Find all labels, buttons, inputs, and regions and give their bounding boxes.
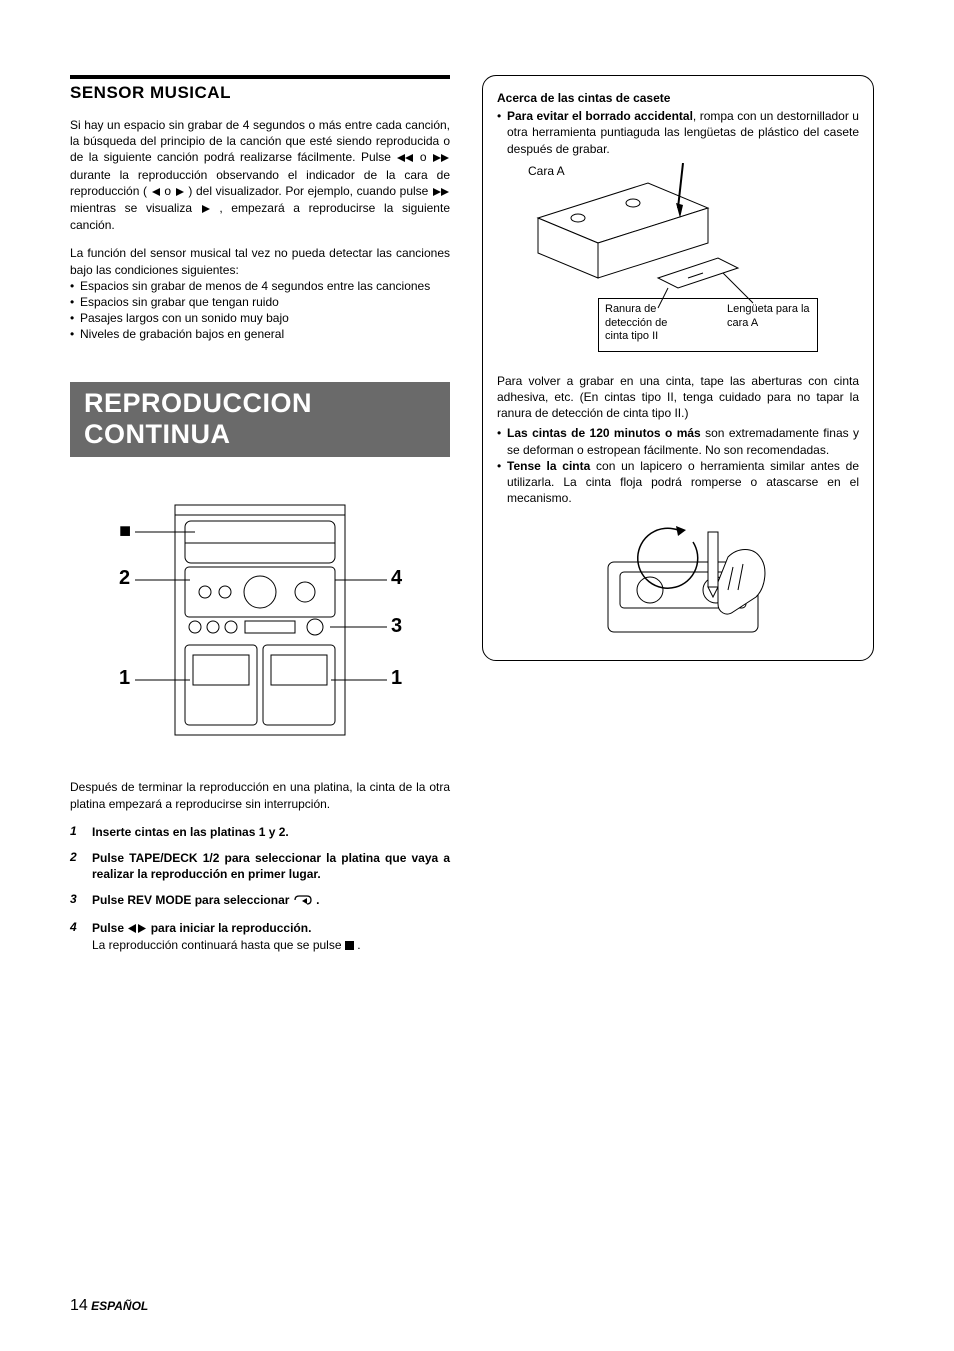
text: mientras se visualiza [70, 201, 201, 215]
stereo-figure: ■ 2 1 4 3 1 [105, 485, 415, 755]
bullet-item: Espacios sin grabar de menos de 4 segund… [70, 278, 450, 294]
play-left-icon [151, 184, 161, 200]
text: La reproducción continuará hasta que se … [92, 938, 345, 952]
bullet-item: Espacios sin grabar que tengan ruido [70, 294, 450, 310]
step-list: 1 Inserte cintas en las platinas 1 y 2. … [70, 824, 450, 954]
step-number: 1 [70, 824, 82, 840]
cara-a-label: Cara A [528, 163, 565, 179]
step-title: Inserte cintas en las platinas 1 y 2. [92, 824, 450, 840]
callout-1-right: 1 [391, 667, 402, 690]
tighten-tape-figure [578, 512, 778, 642]
cassette-figure: Cara A [508, 163, 848, 363]
info-paragraph: Para volver a grabar en una cinta, tape … [497, 373, 859, 422]
info-bullet: Tense la cinta con un lapicero o herrami… [497, 458, 859, 507]
play-both-icon [127, 921, 147, 937]
step-title: Pulse TAPE/DECK 1/2 para seleccionar la … [92, 850, 450, 882]
rewind-icon [396, 150, 414, 166]
text-bold: Las cintas de 120 minutos o más [507, 426, 701, 440]
cassette-info-box: Acerca de las cintas de casete Para evit… [482, 75, 874, 661]
sensor-paragraph-1: Si hay un espacio sin grabar de 4 segund… [70, 117, 450, 233]
section-rule [70, 75, 450, 79]
play-right-icon [175, 184, 185, 200]
text: para iniciar la reproducción. [151, 921, 312, 935]
step-4: 4 Pulse para iniciar la reproducción. La… [70, 920, 450, 954]
sensor-bullet-list: Espacios sin grabar de menos de 4 segund… [70, 278, 450, 343]
info-box-title: Acerca de las cintas de casete [497, 90, 859, 106]
stop-icon [345, 938, 354, 954]
cassette-label-box: Ranura de detección de cinta tipo II Len… [598, 298, 818, 352]
fast-forward-icon [432, 150, 450, 166]
footer-language: ESPAÑOL [91, 1299, 148, 1313]
step-note: La reproducción continuará hasta que se … [92, 937, 450, 954]
step-title: Pulse REV MODE para seleccionar . [92, 892, 450, 909]
tab-label: Lengüeta para la cara A [727, 303, 811, 344]
info-bullet: Las cintas de 120 minutos o más son extr… [497, 425, 859, 457]
sensor-musical-heading: SENSOR MUSICAL [70, 83, 450, 103]
text-bold: Tense la cinta [507, 459, 590, 473]
text: Pulse REV MODE para seleccionar [92, 893, 293, 907]
callout-2: 2 [119, 567, 130, 590]
text: Pulse [92, 921, 127, 935]
sensor-paragraph-2: La función del sensor musical tal vez no… [70, 245, 450, 277]
page-footer: 14 ESPAÑOL [70, 1297, 148, 1315]
text: . [357, 938, 360, 952]
text: ) del visualizador. Por ejemplo, cuando … [188, 184, 432, 198]
after-figure-paragraph: Después de terminar la reproducción en u… [70, 779, 450, 811]
step-3: 3 Pulse REV MODE para seleccionar . [70, 892, 450, 909]
right-column: Acerca de las cintas de casete Para evit… [482, 75, 874, 964]
step-1: 1 Inserte cintas en las platinas 1 y 2. [70, 824, 450, 840]
fast-forward-icon [432, 184, 450, 200]
bullet-item: Pasajes largos con un sonido muy bajo [70, 310, 450, 326]
step-number: 3 [70, 892, 82, 909]
left-column: SENSOR MUSICAL Si hay un espacio sin gra… [70, 75, 450, 964]
loop-mode-icon [293, 893, 313, 909]
step-2: 2 Pulse TAPE/DECK 1/2 para seleccionar l… [70, 850, 450, 882]
reproduccion-banner: REPRODUCCION CONTINUA [70, 382, 450, 457]
step-number: 4 [70, 920, 82, 954]
text-bold: Para evitar el borrado accidental [507, 109, 693, 123]
text: o [420, 150, 432, 164]
callout-1-left: 1 [119, 667, 130, 690]
page-number: 14 [70, 1297, 88, 1314]
bullet-item: Niveles de grabación bajos en general [70, 326, 450, 342]
play-right-icon [201, 201, 211, 217]
text: Si hay un espacio sin grabar de 4 segund… [70, 118, 450, 164]
text: . [316, 893, 319, 907]
text: o [164, 184, 174, 198]
info-bullet: Para evitar el borrado accidental, rompa… [497, 108, 859, 157]
callout-stop-icon: ■ [119, 520, 131, 543]
step-number: 2 [70, 850, 82, 882]
callout-4: 4 [391, 567, 402, 590]
slot-label: Ranura de detección de cinta tipo II [605, 303, 691, 344]
step-title: Pulse para iniciar la reproducción. [92, 920, 450, 937]
callout-3: 3 [391, 615, 402, 638]
